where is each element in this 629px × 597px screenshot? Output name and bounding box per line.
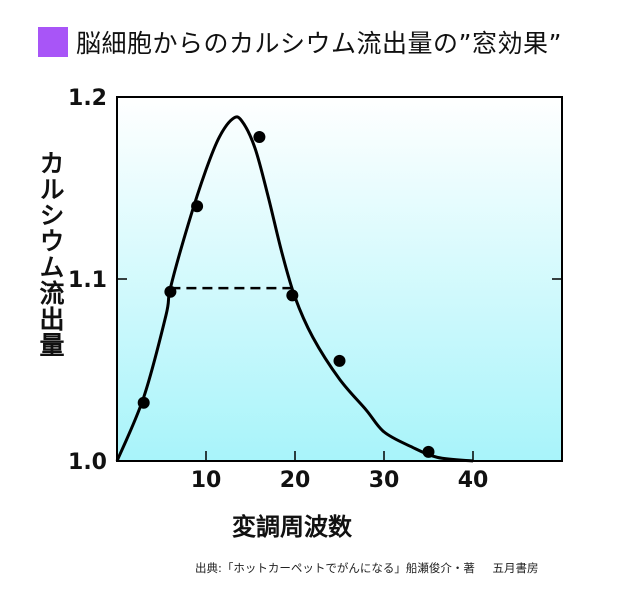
x-axis-label: 変調周波数: [232, 513, 352, 541]
y-axis-label: カルシウム流出量: [36, 150, 65, 358]
x-tick-label: 40: [458, 468, 489, 493]
title-marker: [38, 27, 68, 57]
chart-title: 脳細胞からのカルシウム流出量の”窓効果”: [76, 29, 562, 58]
data-point: [191, 200, 204, 213]
source-credit: 出典:「ホットカーペットでがんになる」船瀬俊介・著 五月書房: [195, 560, 553, 576]
data-point: [137, 396, 150, 409]
y-tick-label: 1.0: [68, 450, 107, 475]
data-point: [253, 131, 266, 144]
x-tick-label: 20: [280, 468, 311, 493]
data-point: [422, 445, 435, 458]
data-point: [286, 289, 299, 302]
y-tick-label: 1.1: [68, 268, 107, 293]
chart-title-bar: 脳細胞からのカルシウム流出量の”窓効果”: [38, 24, 562, 60]
x-tick-label: 10: [191, 468, 222, 493]
source-publisher: 五月書房: [492, 561, 539, 575]
source-citation: 出典:「ホットカーペットでがんになる」船瀬俊介・著: [195, 561, 475, 575]
data-point: [333, 354, 346, 367]
data-point: [164, 285, 177, 298]
y-tick-label: 1.2: [68, 86, 107, 111]
x-tick-label: 30: [369, 468, 400, 493]
plot-area: [116, 96, 563, 462]
